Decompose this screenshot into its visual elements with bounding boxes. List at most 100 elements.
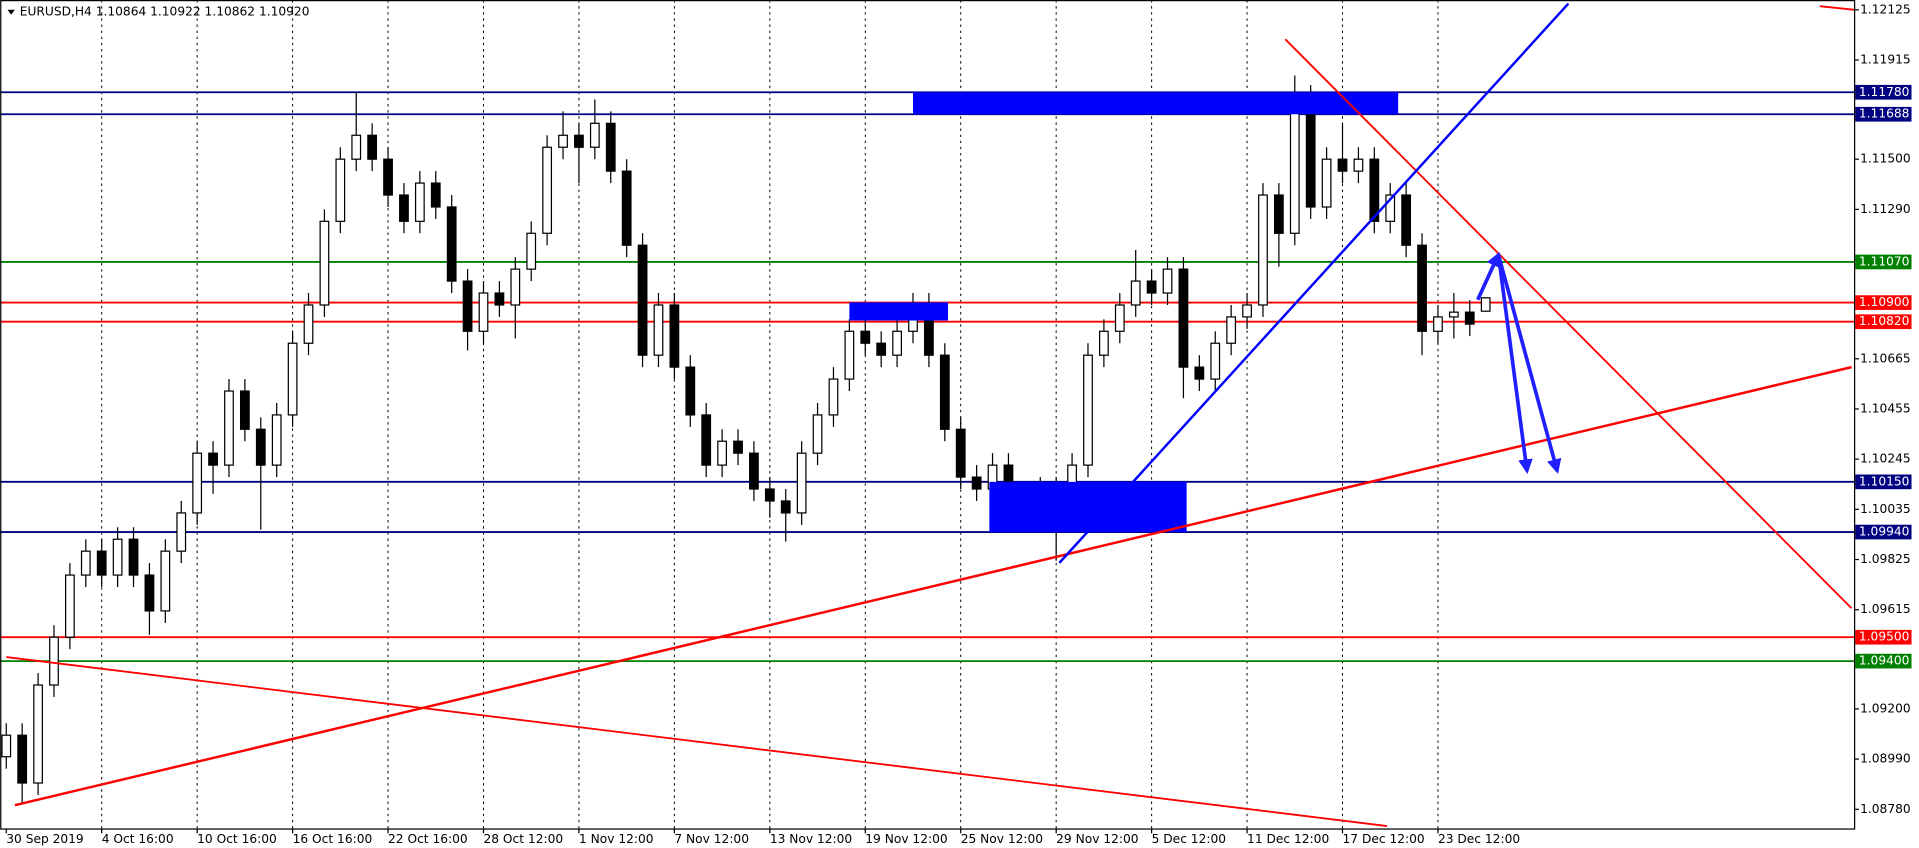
- x-tick-label: 13 Nov 12:00: [770, 832, 852, 846]
- x-tick-label: 1 Nov 12:00: [579, 832, 654, 846]
- x-tick-label: 5 Dec 12:00: [1152, 832, 1226, 846]
- x-tick-label: 11 Dec 12:00: [1247, 832, 1329, 846]
- candle-body: [65, 574, 75, 638]
- y-tick-label: 1.12125: [1860, 2, 1911, 16]
- price-level-label: 1.11070: [1859, 254, 1910, 268]
- candle-body: [860, 330, 871, 344]
- y-tick-label: 1.08990: [1860, 752, 1911, 766]
- chart-title: EURUSD,H4 1.10864 1.10922 1.10862 1.1092…: [20, 5, 310, 19]
- candle-body: [605, 122, 616, 172]
- price-level-label: 1.11688: [1859, 107, 1910, 121]
- y-tick-label: 1.10665: [1860, 351, 1911, 365]
- candle-body: [80, 550, 91, 576]
- x-tick-label: 25 Nov 12:00: [961, 832, 1043, 846]
- candle-body: [955, 428, 966, 478]
- price-level-label: 1.09400: [1859, 654, 1910, 668]
- candle-body: [430, 182, 441, 208]
- x-tick-label: 19 Nov 12:00: [865, 832, 947, 846]
- price-level-label: 1.10150: [1859, 474, 1910, 488]
- x-tick-label: 22 Oct 16:00: [388, 832, 468, 846]
- trend-line: [14, 365, 1852, 807]
- y-tick-label: 1.10245: [1860, 452, 1911, 466]
- candle-body: [892, 330, 902, 356]
- candle-body: [1369, 158, 1380, 222]
- zone: [913, 92, 1399, 115]
- candle-body: [271, 414, 282, 466]
- candle-body: [144, 574, 155, 612]
- price-level-badge: [1855, 295, 1912, 310]
- candle-body: [224, 390, 234, 466]
- candle-body: [542, 146, 553, 234]
- candle-body: [701, 414, 712, 466]
- candle-body: [1273, 194, 1284, 234]
- x-tick-label: 10 Oct 16:00: [197, 832, 277, 846]
- candle-body: [526, 232, 537, 270]
- candle-body: [1162, 268, 1173, 294]
- trend-line: [1819, 5, 1855, 11]
- candle-body: [335, 158, 346, 222]
- candle-body: [939, 354, 950, 430]
- price-level-badge: [1855, 84, 1912, 100]
- candle-body: [49, 636, 59, 686]
- price-level-badge: [1855, 524, 1912, 540]
- y-tick-label: 1.11290: [1860, 202, 1911, 216]
- candle-body: [717, 440, 728, 466]
- candle-body: [1385, 194, 1396, 222]
- candle-body: [574, 134, 584, 148]
- candle-body: [112, 538, 123, 576]
- candle-body: [653, 304, 664, 356]
- candle-body: [128, 538, 139, 576]
- y-tick-label: 1.10455: [1860, 401, 1911, 415]
- candle-body: [1130, 280, 1141, 306]
- candle-body: [733, 440, 743, 454]
- arrow: [1496, 254, 1533, 475]
- candle-body: [208, 452, 218, 466]
- x-tick-label: 16 Oct 16:00: [293, 832, 373, 846]
- price-level-badge: [1855, 106, 1912, 122]
- candle-body: [494, 292, 505, 306]
- candle-body: [1401, 194, 1412, 246]
- price-level-label: 1.10820: [1859, 314, 1910, 328]
- candle-body: [685, 366, 696, 416]
- candle-body: [1194, 366, 1205, 380]
- arrow: [1496, 254, 1562, 474]
- candle-body: [255, 428, 266, 466]
- zone: [989, 481, 1187, 533]
- candle-body: [1226, 316, 1237, 344]
- candle-body: [1353, 158, 1364, 172]
- y-tick-label: 1.09200: [1860, 701, 1911, 715]
- y-tick-label: 1.11915: [1860, 52, 1911, 66]
- y-tick-label: 1.09615: [1860, 602, 1911, 616]
- candle-body: [1258, 194, 1268, 306]
- x-tick-label: 30 Sep 2019: [6, 832, 83, 846]
- candle-body: [1448, 311, 1459, 318]
- candle-body: [558, 134, 568, 148]
- menu-triangle[interactable]: [7, 9, 15, 15]
- trend-line: [1284, 38, 1853, 609]
- candle-body: [399, 194, 409, 222]
- price-level-label: 1.09940: [1859, 525, 1910, 539]
- candle-body: [749, 452, 759, 490]
- candle-body: [812, 414, 823, 454]
- candle-body: [589, 122, 600, 148]
- candle-body: [367, 134, 378, 160]
- candle-body: [844, 330, 855, 380]
- trend-line: [1058, 2, 1570, 564]
- candle-body: [176, 512, 187, 552]
- candle-body: [971, 476, 982, 490]
- candle-body: [462, 280, 473, 332]
- arrow: [1476, 251, 1501, 301]
- candle-body: [1464, 311, 1475, 325]
- candle-body: [17, 734, 28, 784]
- trend-line: [6, 656, 1388, 827]
- candle-body: [637, 244, 648, 356]
- x-tick-label: 7 Nov 12:00: [674, 832, 749, 846]
- candle-body: [1, 734, 12, 758]
- candle-body: [828, 378, 839, 416]
- candle-body: [510, 268, 521, 306]
- candle-body: [96, 550, 107, 576]
- candle-body: [1289, 96, 1300, 234]
- candle-body: [1146, 280, 1157, 294]
- candle-body: [239, 390, 250, 430]
